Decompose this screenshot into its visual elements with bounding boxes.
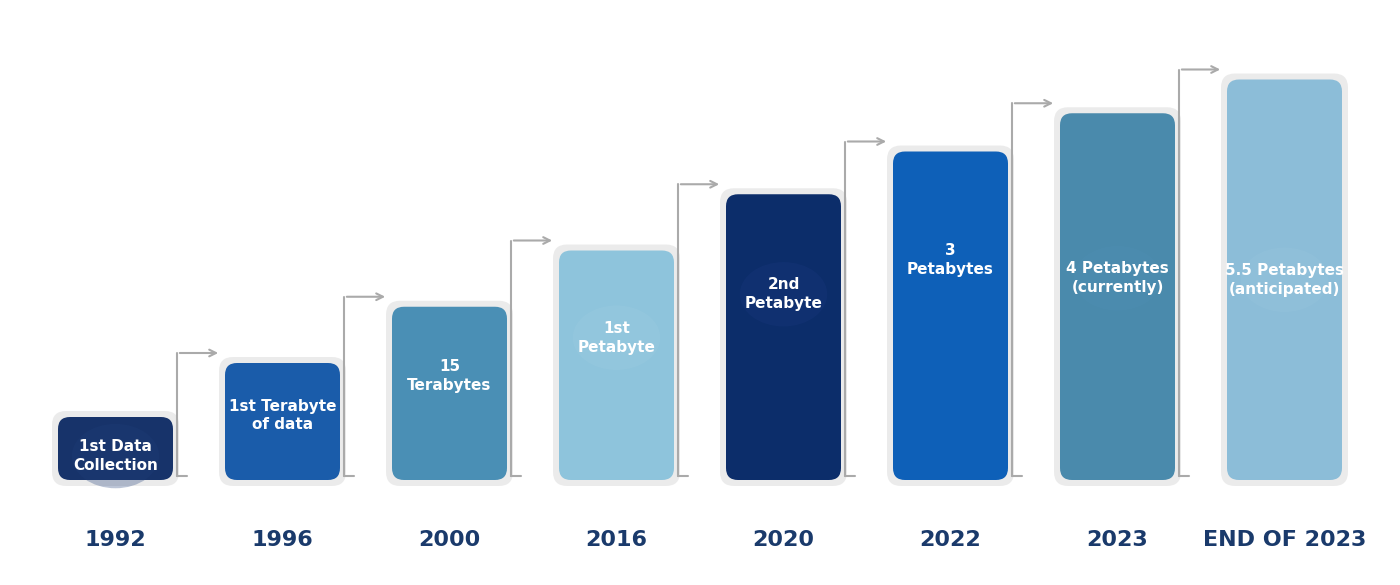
FancyBboxPatch shape — [1054, 107, 1182, 486]
FancyBboxPatch shape — [1221, 74, 1348, 486]
FancyBboxPatch shape — [720, 188, 847, 486]
Text: 2023: 2023 — [1086, 530, 1148, 550]
FancyBboxPatch shape — [559, 250, 673, 480]
Text: 1st
Petabyte: 1st Petabyte — [578, 321, 655, 355]
Text: 3
Petabytes: 3 Petabytes — [907, 243, 994, 277]
FancyBboxPatch shape — [392, 307, 507, 480]
FancyBboxPatch shape — [218, 357, 346, 486]
Text: 1st Data
Collection: 1st Data Collection — [73, 439, 158, 473]
Text: 4 Petabytes
(currently): 4 Petabytes (currently) — [1067, 261, 1169, 295]
Text: 1996: 1996 — [252, 530, 314, 550]
FancyBboxPatch shape — [553, 245, 680, 486]
Text: 2000: 2000 — [419, 530, 480, 550]
FancyBboxPatch shape — [52, 411, 179, 486]
Ellipse shape — [907, 228, 994, 292]
Ellipse shape — [573, 305, 661, 370]
Text: 5.5 Petabytes
(anticipated): 5.5 Petabytes (anticipated) — [1225, 263, 1344, 297]
Text: 2022: 2022 — [920, 530, 981, 550]
FancyBboxPatch shape — [888, 146, 1014, 486]
Text: 2020: 2020 — [753, 530, 815, 550]
Ellipse shape — [739, 262, 827, 326]
FancyBboxPatch shape — [893, 152, 1008, 480]
FancyBboxPatch shape — [727, 194, 841, 480]
FancyBboxPatch shape — [225, 363, 340, 480]
Ellipse shape — [1074, 246, 1161, 311]
Text: 2nd
Petabyte: 2nd Petabyte — [745, 277, 822, 311]
FancyBboxPatch shape — [1060, 113, 1175, 480]
FancyBboxPatch shape — [57, 417, 174, 480]
FancyBboxPatch shape — [386, 301, 512, 486]
FancyBboxPatch shape — [1226, 80, 1343, 480]
Text: 2016: 2016 — [585, 530, 647, 550]
Ellipse shape — [239, 383, 326, 448]
Ellipse shape — [71, 424, 160, 488]
Ellipse shape — [1240, 247, 1329, 312]
Ellipse shape — [406, 344, 493, 408]
Text: 1st Terabyte
of data: 1st Terabyte of data — [228, 399, 336, 432]
Text: END OF 2023: END OF 2023 — [1203, 530, 1366, 550]
Text: 15
Terabytes: 15 Terabytes — [407, 359, 491, 393]
Text: 1992: 1992 — [84, 530, 147, 550]
